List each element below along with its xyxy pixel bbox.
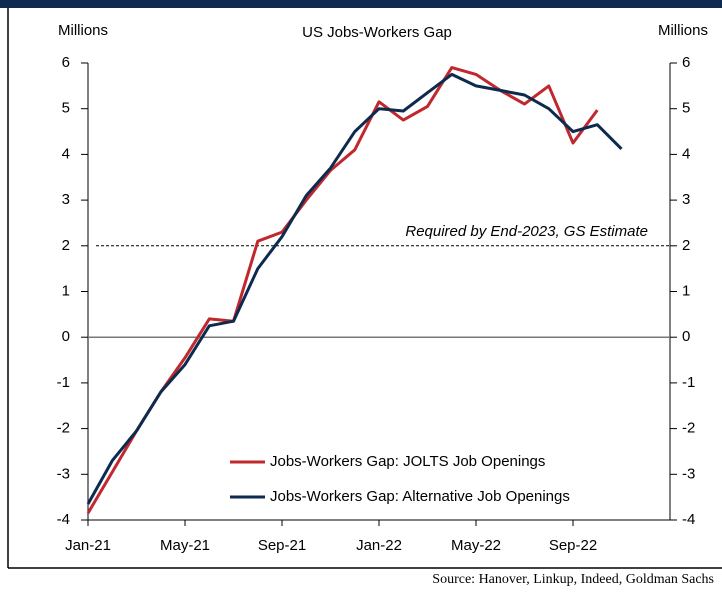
x-tick-label: Sep-22 (549, 537, 597, 554)
x-tick-label: May-22 (451, 537, 501, 554)
y2-tick-label: 3 (682, 191, 690, 208)
y-tick-label: 3 (62, 191, 70, 208)
y2-tick-label: 4 (682, 145, 690, 162)
x-tick-label: May-21 (160, 537, 210, 554)
y2-tick-label: 0 (682, 328, 690, 345)
series-line (86, 72, 623, 505)
x-tick-label: Jan-22 (356, 537, 402, 554)
y2-tick-label: 1 (682, 282, 690, 299)
reference-label: Required by End-2023, GS Estimate (405, 223, 648, 240)
y-tick-label: 2 (62, 237, 70, 254)
y-tick-label: 1 (62, 282, 70, 299)
legend-label: Jobs-Workers Gap: JOLTS Job Openings (270, 453, 545, 470)
y2-tick-label: -2 (682, 420, 695, 437)
y-tick-label: 0 (62, 328, 70, 345)
y-tick-label: 6 (62, 54, 70, 71)
y-tick-label: 5 (62, 100, 70, 117)
x-tick-label: Jan-21 (65, 537, 111, 554)
x-tick-label: Sep-21 (258, 537, 306, 554)
y-tick-label: -2 (57, 420, 70, 437)
y-tick-label: -4 (57, 511, 70, 528)
y2-axis-label: Millions (658, 22, 708, 39)
legend-label: Jobs-Workers Gap: Alternative Job Openin… (270, 488, 570, 505)
y2-tick-label: 5 (682, 100, 690, 117)
y2-tick-label: 6 (682, 54, 690, 71)
source: Source: Hanover, Linkup, Indeed, Goldman… (432, 572, 714, 587)
y-tick-label: 4 (62, 145, 70, 162)
chart-title: US Jobs-Workers Gap (302, 24, 452, 41)
y-tick-label: -1 (57, 374, 70, 391)
series-line (86, 66, 599, 514)
y2-tick-label: -3 (682, 465, 695, 482)
y-tick-label: -3 (57, 465, 70, 482)
header-band (0, 0, 722, 8)
y-axis-label: Millions (58, 22, 108, 39)
y2-tick-label: -4 (682, 511, 695, 528)
y2-tick-label: 2 (682, 237, 690, 254)
y2-tick-label: -1 (682, 374, 695, 391)
